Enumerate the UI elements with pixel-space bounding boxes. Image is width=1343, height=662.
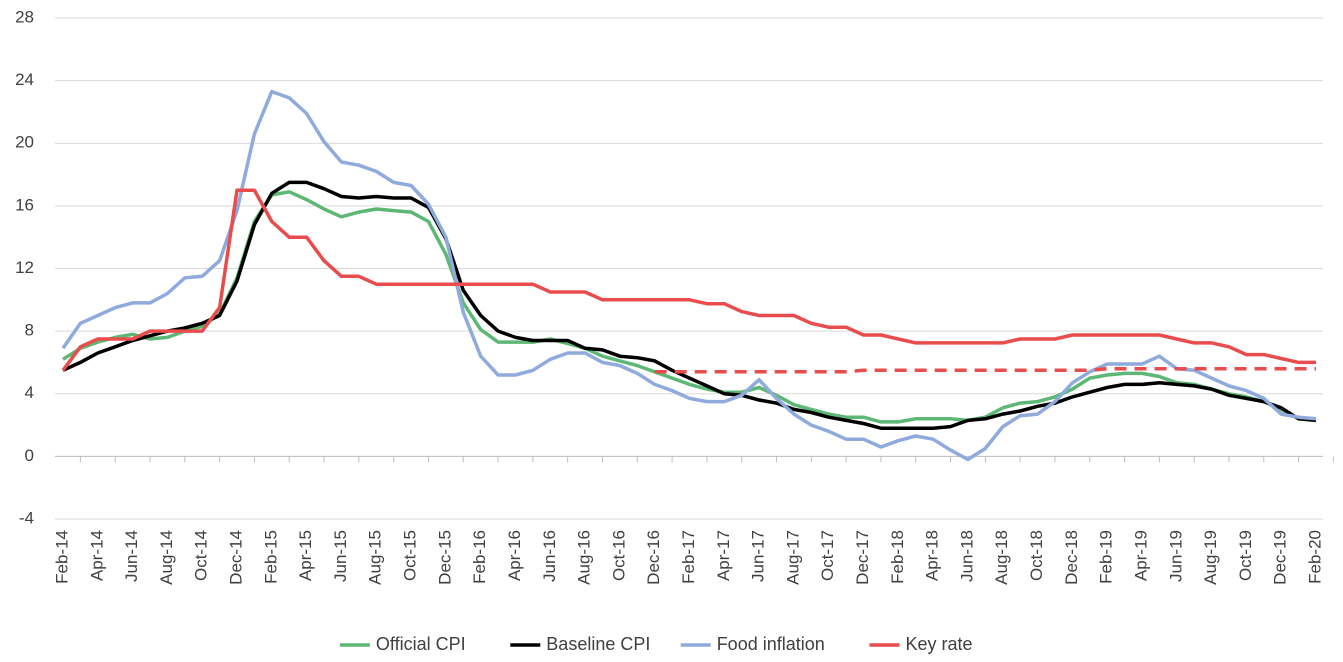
x-tick-label: Dec-18 xyxy=(1062,530,1081,585)
x-tick-label: Aug-14 xyxy=(157,530,176,585)
y-tick-label: 16 xyxy=(15,195,34,214)
x-tick-label: Apr-18 xyxy=(923,530,942,581)
y-tick-label: 24 xyxy=(15,70,34,89)
y-tick-label: 4 xyxy=(25,383,34,402)
x-tick-label: Oct-15 xyxy=(401,530,420,581)
x-tick-label: Aug-19 xyxy=(1201,530,1220,585)
x-tick-label: Dec-19 xyxy=(1271,530,1290,585)
legend-label: Baseline CPI xyxy=(546,634,650,654)
legend-label: Food inflation xyxy=(717,634,825,654)
x-tick-label: Aug-16 xyxy=(575,530,594,585)
x-tick-label: Apr-16 xyxy=(505,530,524,581)
x-tick-label: Dec-15 xyxy=(435,530,454,585)
legend-label: Key rate xyxy=(906,634,973,654)
line xyxy=(61,89,1317,462)
x-tick-label: Oct-19 xyxy=(1236,530,1255,581)
x-tick-label: Dec-17 xyxy=(853,530,872,585)
x-tick-label: Oct-17 xyxy=(818,530,837,581)
y-tick-label: 20 xyxy=(15,133,34,152)
x-tick-label: Jun-18 xyxy=(957,530,976,582)
x-tick-label: Feb-18 xyxy=(888,530,907,584)
y-tick-label: 0 xyxy=(25,446,34,465)
line xyxy=(62,180,1317,430)
x-tick-label: Feb-15 xyxy=(261,530,280,584)
x-tick-label: Jun-14 xyxy=(122,530,141,582)
x-tick-label: Apr-17 xyxy=(714,530,733,581)
x-tick-label: Feb-14 xyxy=(52,530,71,584)
x-tick-label: Apr-14 xyxy=(87,530,106,581)
x-tick-label: Feb-16 xyxy=(470,530,489,584)
x-tick-label: Aug-17 xyxy=(783,530,802,585)
x-tick-label: Apr-15 xyxy=(296,530,315,581)
x-tick-label: Dec-14 xyxy=(227,530,246,585)
x-tick-label: Feb-19 xyxy=(1097,530,1116,584)
line xyxy=(654,366,1316,374)
x-tick-label: Oct-18 xyxy=(1027,530,1046,581)
x-tick-label: Jun-15 xyxy=(331,530,350,582)
x-tick-label: Jun-17 xyxy=(749,530,768,582)
x-tick-label: Feb-20 xyxy=(1305,530,1324,584)
y-tick-label: 12 xyxy=(15,258,34,277)
y-tick-label: 8 xyxy=(25,321,34,340)
x-tick-label: Oct-16 xyxy=(609,530,628,581)
x-tick-label: Jun-16 xyxy=(540,530,559,582)
y-tick-label: 28 xyxy=(15,7,34,26)
line xyxy=(61,188,1316,372)
x-tick-label: Dec-16 xyxy=(644,530,663,585)
x-tick-label: Apr-19 xyxy=(1131,530,1150,581)
x-tick-label: Feb-17 xyxy=(679,530,698,584)
y-tick-label: -4 xyxy=(19,508,34,527)
legend-label: Official CPI xyxy=(376,634,466,654)
x-tick-label: Oct-14 xyxy=(192,530,211,581)
x-tick-label: Aug-18 xyxy=(992,530,1011,585)
x-tick-label: Aug-15 xyxy=(366,530,385,585)
line xyxy=(62,190,1317,424)
x-tick-label: Jun-19 xyxy=(1166,530,1185,582)
